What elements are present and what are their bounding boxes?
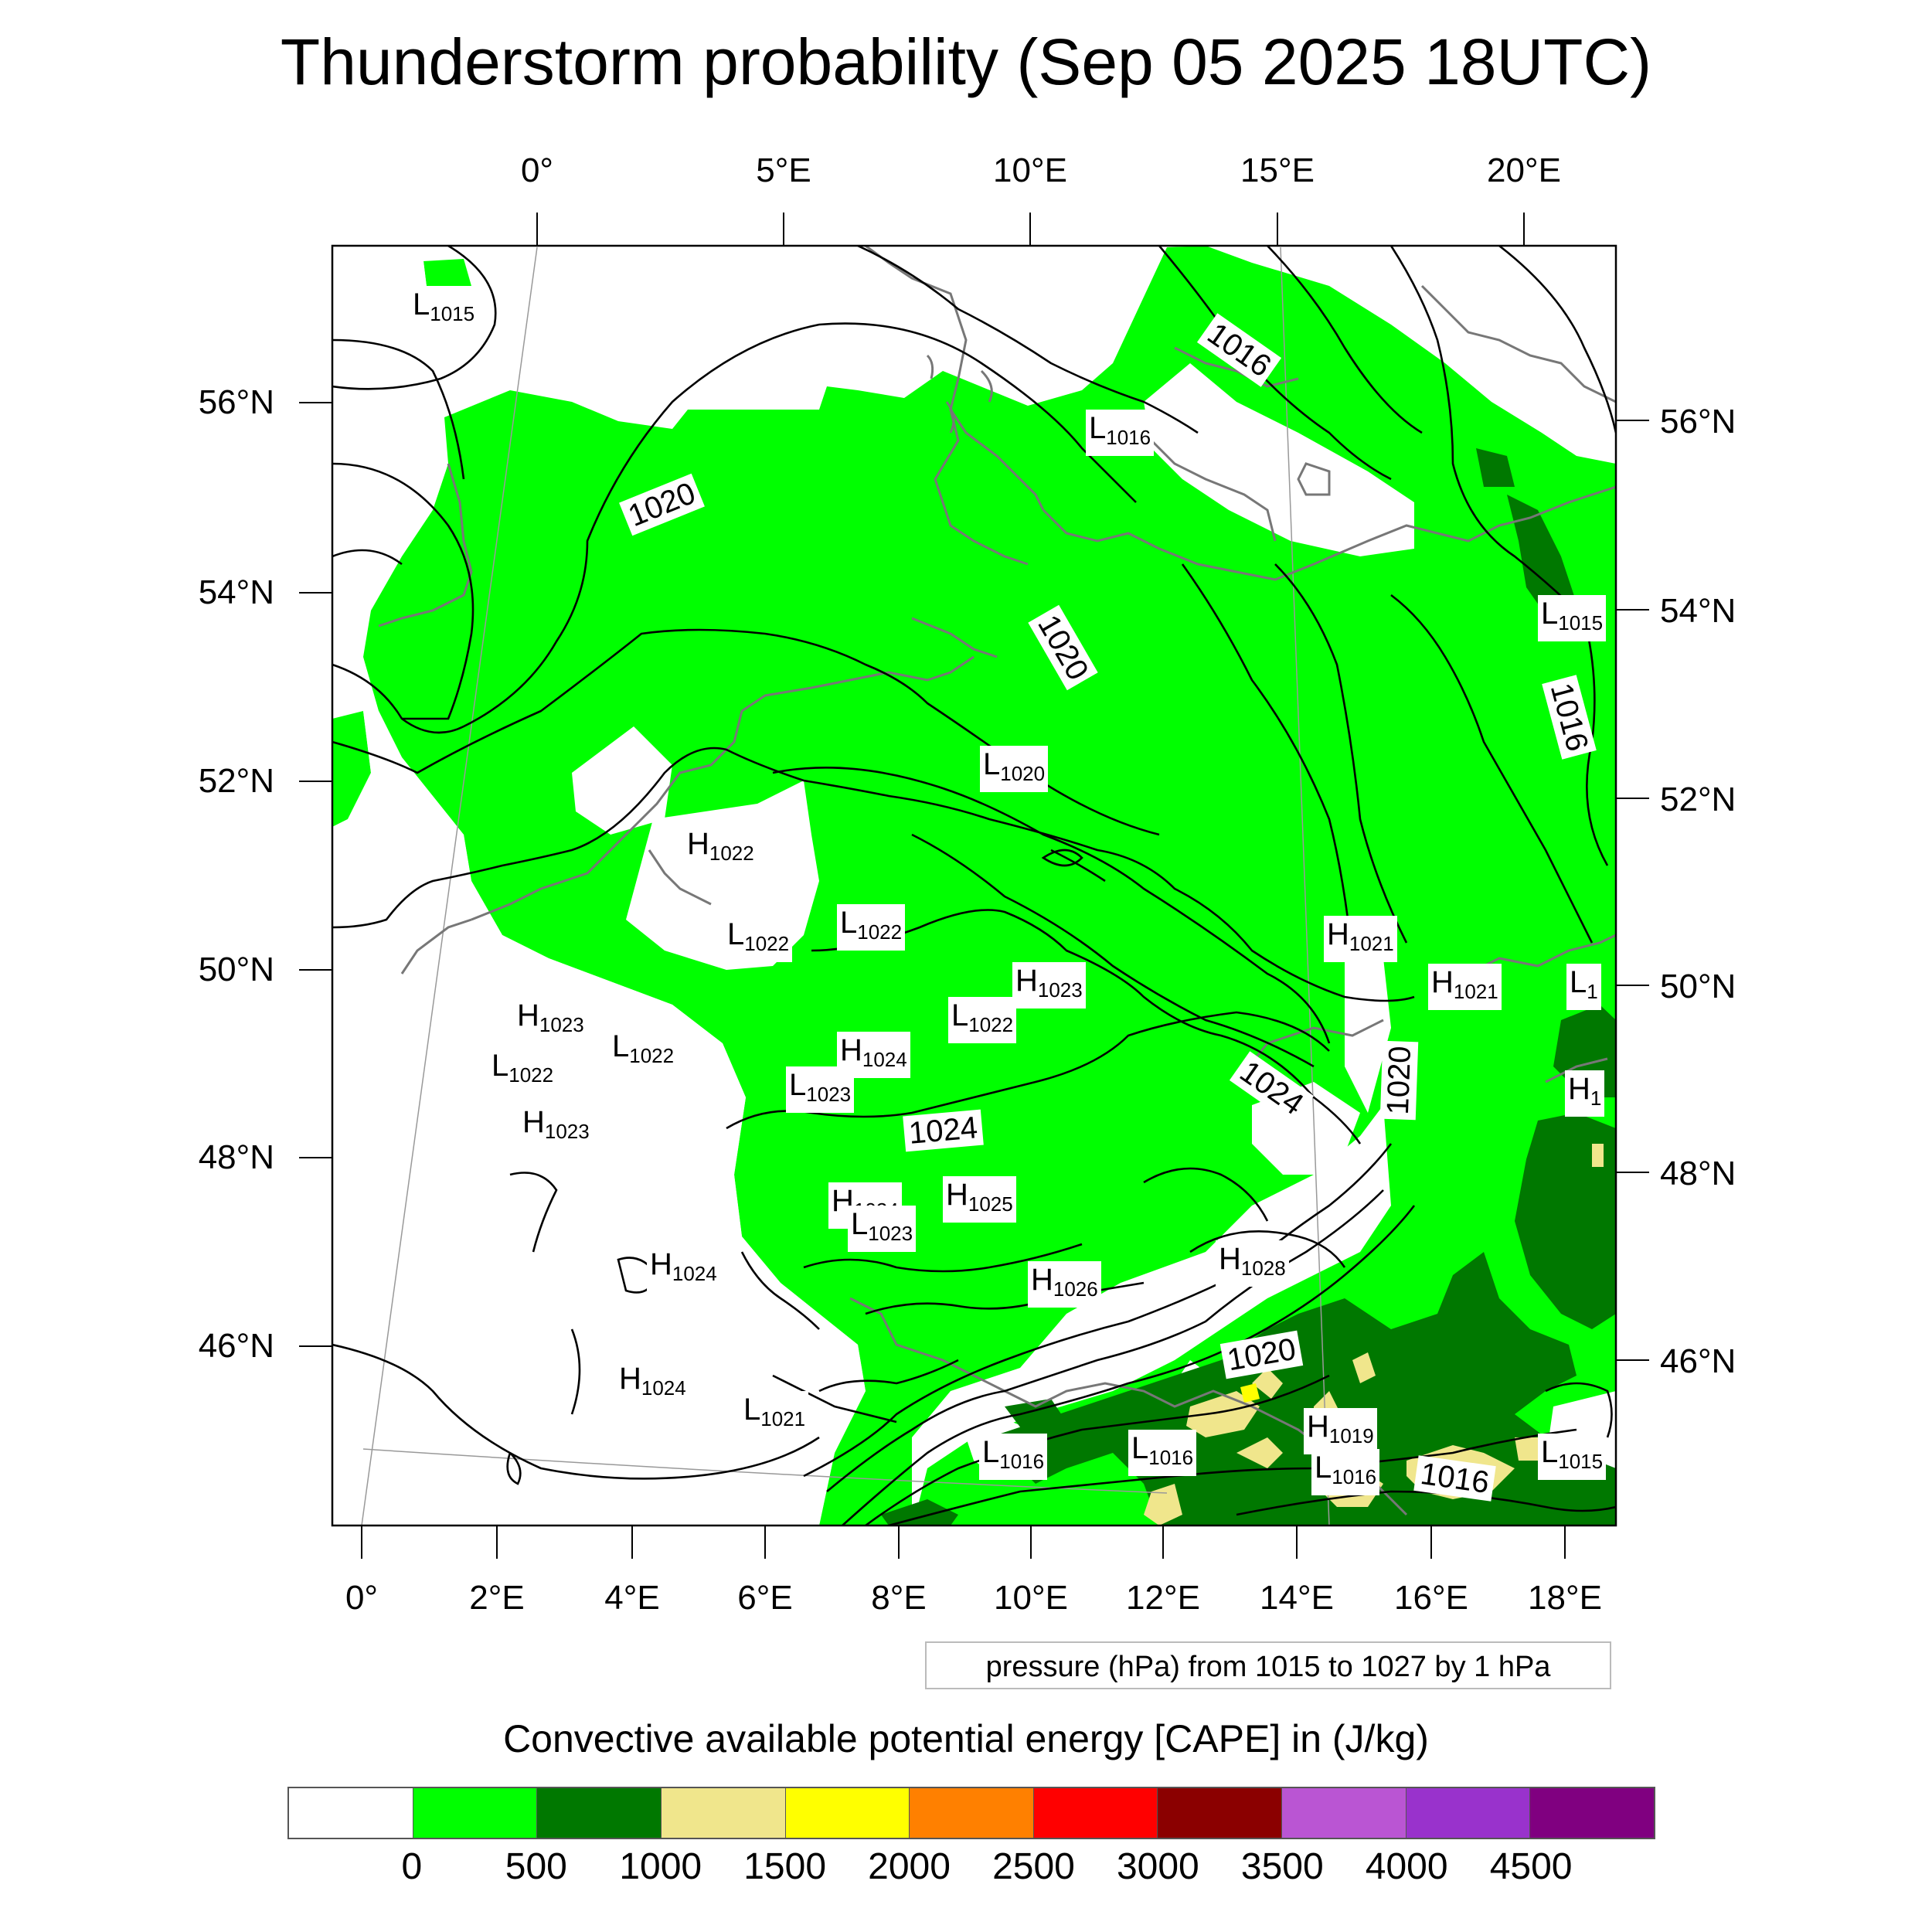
pressure-center-label: L1022 [609,1028,678,1074]
colorbar-label: 4500 [1489,1846,1573,1887]
left-tick-52n: 52°N [198,762,274,800]
map-frame [331,244,1617,1527]
right-tick-52n: 52°N [1660,781,1736,818]
pressure-center-label: L1016 [1311,1449,1380,1495]
left-tick-46n: 46°N [198,1327,274,1365]
left-tick-54n: 54°N [198,573,274,611]
bottom-tick-0: 0° [345,1579,379,1617]
colorbar-label: 1500 [743,1846,827,1887]
colorbar-title: Convective available potential energy [C… [503,1717,1429,1760]
coast-detail [926,354,993,434]
pressure-center-label: H1028 [1216,1240,1289,1287]
colorbar-label: 1000 [619,1846,702,1887]
pressure-center-label: L1016 [1128,1430,1197,1476]
right-tick-50n: 50°N [1660,968,1736,1005]
colorbar-swatch [910,1788,1034,1838]
isobars [332,246,1616,1526]
bottom-tick-14e: 14°E [1260,1579,1334,1617]
top-tick-20e: 20°E [1487,151,1561,189]
pressure-center-label: H1019 [1304,1408,1377,1454]
coastlines [378,246,1616,1516]
bottom-tick-18e: 18°E [1528,1579,1602,1617]
pressure-center-label: H1023 [519,1104,593,1150]
bottom-tick-4e: 4°E [604,1579,660,1617]
pressure-center-label: L1023 [786,1066,855,1113]
top-tick-10e: 10°E [993,151,1067,189]
pressure-center-label: H1024 [647,1246,720,1292]
top-tick-5e: 5°E [756,151,811,189]
isobar-label: 1024 [903,1109,984,1152]
bottom-tick-10e: 10°E [994,1579,1068,1617]
top-tick-15e: 15°E [1240,151,1315,189]
colorbar-swatch [537,1788,662,1838]
bottom-tick-8e: 8°E [871,1579,927,1617]
top-tick-0: 0° [520,151,554,189]
pressure-center-label: L1022 [948,997,1017,1043]
bottom-tick-6e: 6°E [737,1579,793,1617]
colorbar-label: 2000 [868,1846,951,1887]
colorbar-swatch [785,1788,910,1838]
colorbar-label: 500 [505,1846,567,1887]
pressure-center-label: H1022 [684,825,757,872]
pressure-center-label: H1025 [943,1176,1016,1223]
tick-marks [299,213,1649,1559]
pressure-center-label: L1021 [740,1391,809,1437]
colorbar-swatch [1282,1788,1406,1838]
colorbar-swatch [289,1788,413,1838]
colorbar-label: 0 [401,1846,423,1887]
pressure-center-label: L1016 [979,1434,1048,1480]
pressure-center-label: L1015 [410,286,478,332]
colorbar-swatch [1033,1788,1158,1838]
colorbar-swatch [1530,1788,1655,1838]
right-tick-54n: 54°N [1660,592,1736,630]
contour-info-box: pressure (hPa) from 1015 to 1027 by 1 hP… [925,1641,1611,1689]
map-title: Thunderstorm probability (Sep 05 2025 18… [280,26,1652,98]
left-tick-50n: 50°N [198,951,274,988]
bottom-tick-12e: 12°E [1126,1579,1200,1617]
colorbar-swatch [661,1788,786,1838]
bottom-tick-16e: 16°E [1394,1579,1468,1617]
right-tick-48n: 48°N [1660,1155,1736,1192]
colorbar-label: 4000 [1365,1846,1448,1887]
colorbar-swatch [1158,1788,1283,1838]
colorbar-label: 3500 [1240,1846,1324,1887]
right-tick-56n: 56°N [1660,403,1736,440]
pressure-center-label: L1022 [724,916,793,962]
colorbar-swatch [1406,1788,1531,1838]
cape-shading-1500-2000 [1240,1383,1260,1403]
pressure-center-label: H1023 [1012,962,1086,1009]
pressure-center-label: H1024 [616,1360,689,1406]
pressure-center-label: H1021 [1324,916,1397,962]
pressure-center-label: H1021 [1428,964,1502,1010]
colorbar [287,1787,1655,1839]
isobar-label: 1020 [1379,1040,1419,1121]
right-tick-46n: 46°N [1660,1342,1736,1380]
pressure-center-label: L1015 [1538,1434,1607,1480]
pressure-center-label: L1015 [1538,595,1607,641]
left-tick-56n: 56°N [198,383,274,421]
colorbar-label: 3000 [1116,1846,1199,1887]
pressure-center-label: L1016 [1086,410,1155,456]
pressure-center-label: L1 [1566,964,1601,1010]
pressure-center-label: L1022 [837,904,906,951]
pressure-center-label: L1020 [980,746,1049,792]
bottom-tick-2e: 2°E [469,1579,525,1617]
pressure-center-label: H1023 [514,997,587,1043]
left-tick-48n: 48°N [198,1138,274,1176]
pressure-center-label: H1026 [1028,1261,1101,1308]
colorbar-swatch [413,1788,538,1838]
pressure-center-label: L1022 [488,1047,557,1094]
colorbar-label: 2500 [992,1846,1075,1887]
pressure-center-label: L1023 [848,1206,917,1252]
pressure-center-label: H1 [1565,1070,1605,1117]
